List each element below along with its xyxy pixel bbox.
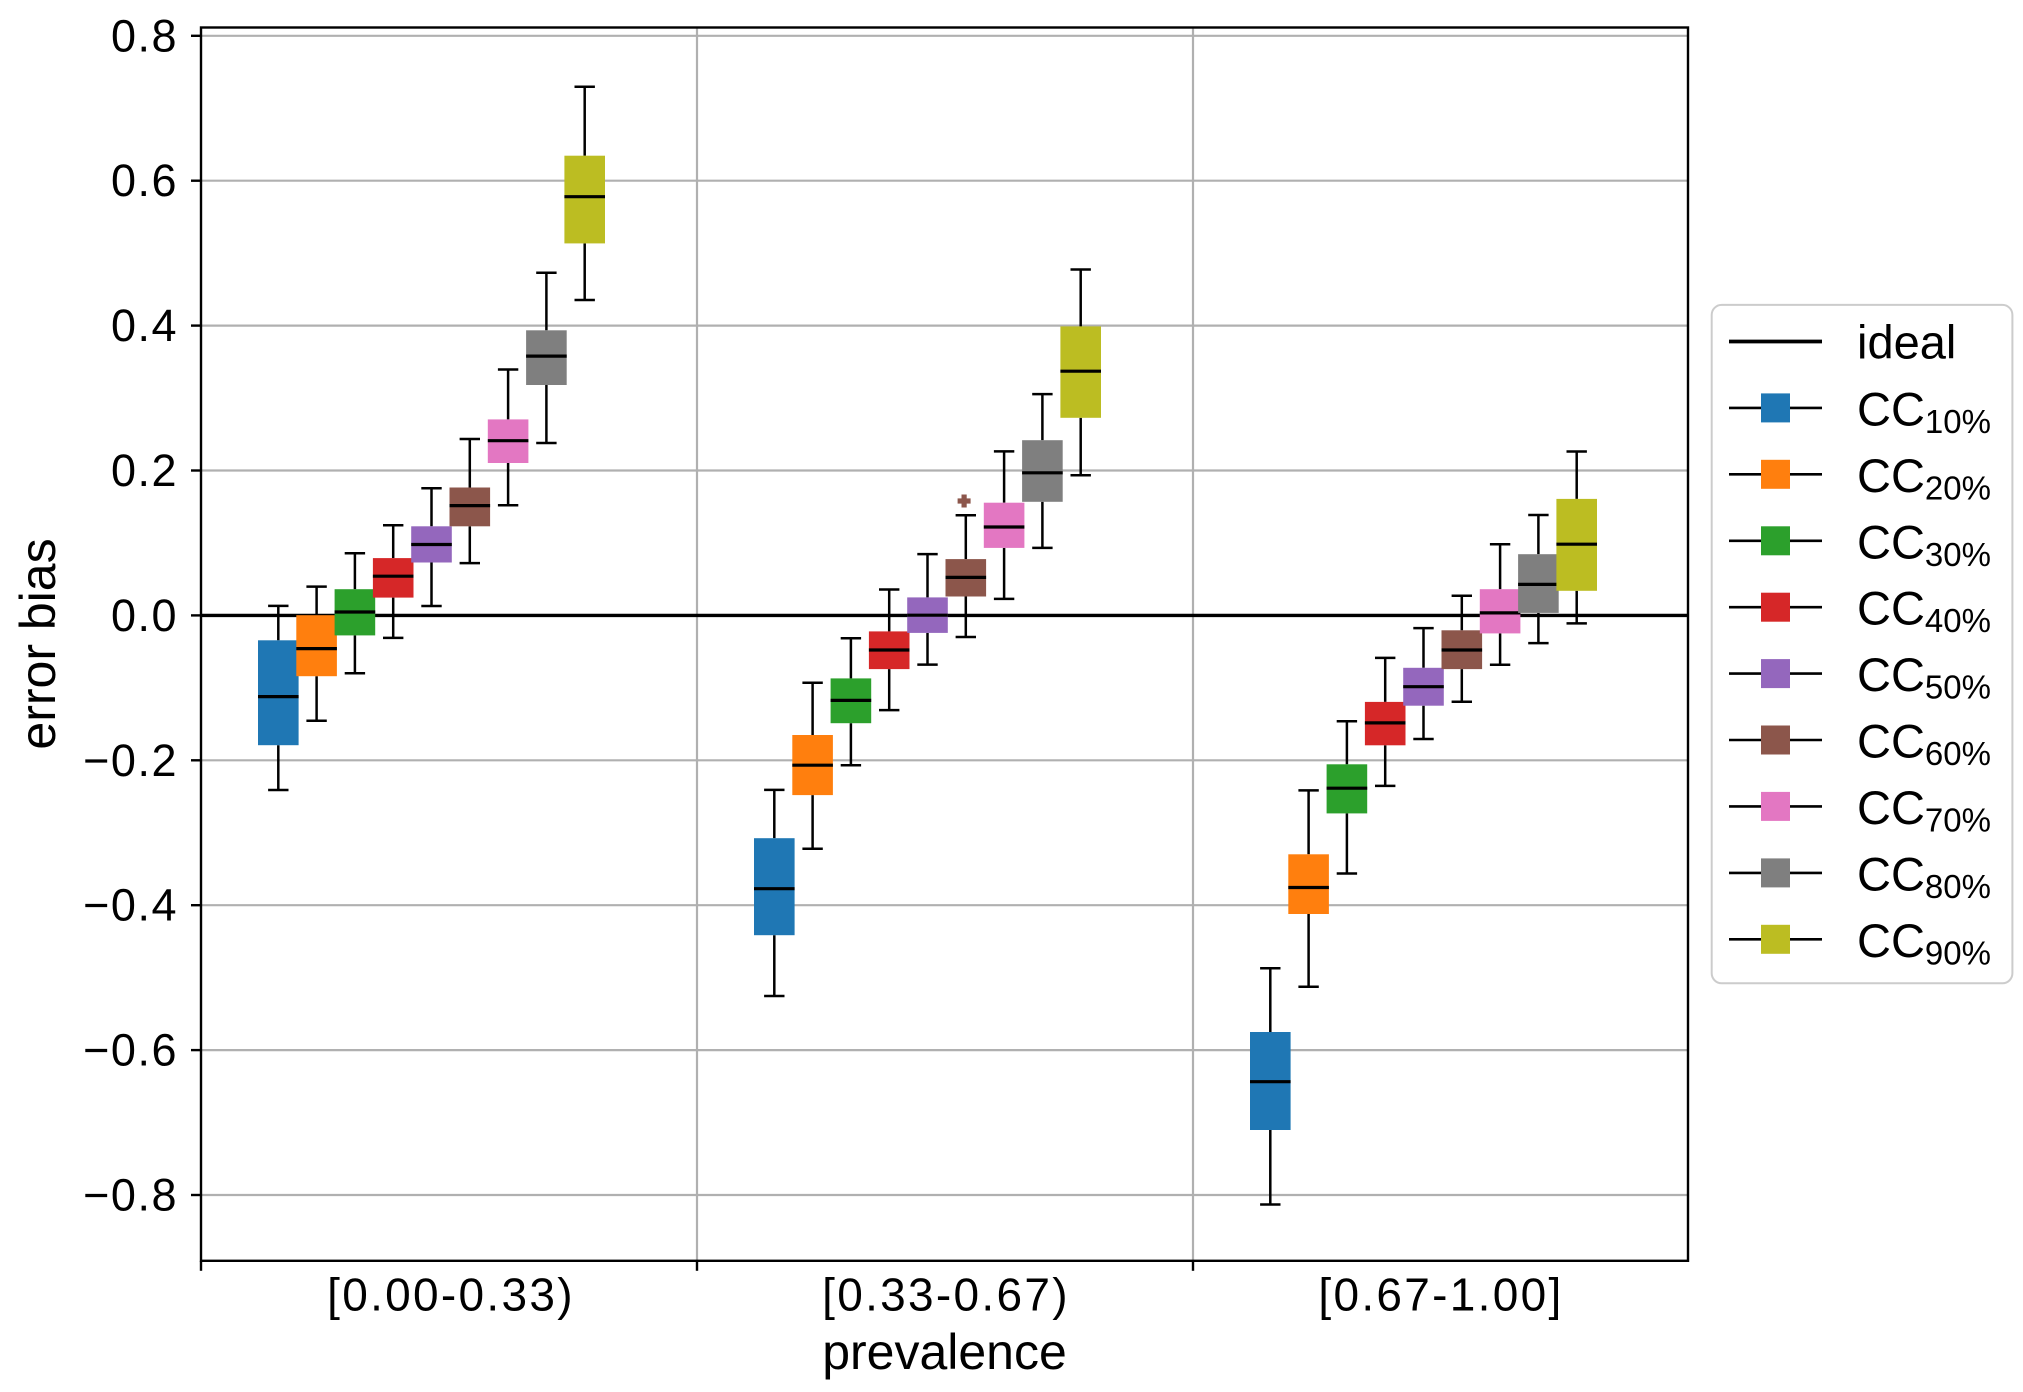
svg-text:ideal: ideal [1857, 316, 1956, 369]
svg-text:[0.33-0.67): [0.33-0.67) [822, 1269, 1070, 1321]
svg-text:−0.6: −0.6 [83, 1025, 178, 1076]
svg-text:CC60%: CC60% [1857, 715, 1991, 773]
svg-text:0.6: 0.6 [111, 155, 178, 206]
svg-text:0.4: 0.4 [111, 300, 178, 351]
svg-text:−0.4: −0.4 [83, 880, 178, 931]
svg-text:0.2: 0.2 [111, 445, 178, 496]
svg-text:error bias: error bias [10, 538, 66, 749]
svg-text:prevalence: prevalence [822, 1324, 1067, 1380]
svg-text:0.0: 0.0 [111, 590, 178, 641]
svg-text:−0.8: −0.8 [83, 1170, 178, 1221]
svg-text:−0.2: −0.2 [83, 735, 178, 786]
svg-text:0.8: 0.8 [111, 10, 178, 61]
svg-text:[0.00-0.33): [0.00-0.33) [327, 1269, 575, 1321]
svg-text:[0.67-1.00]: [0.67-1.00] [1318, 1269, 1563, 1321]
